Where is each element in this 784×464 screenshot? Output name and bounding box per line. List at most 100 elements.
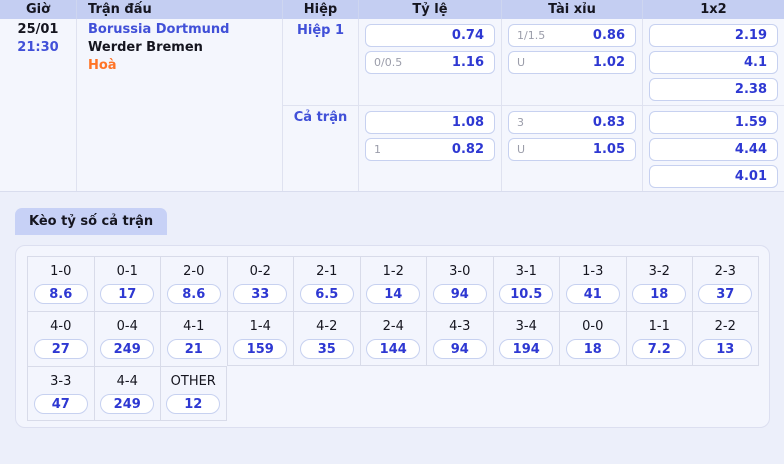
score-odds-button[interactable]: 14: [366, 284, 421, 304]
score-odds-button[interactable]: 10.5: [499, 284, 554, 304]
score-cell: 2-3 37: [692, 256, 759, 311]
score-cell: 3-4 194: [492, 311, 559, 366]
odds-box[interactable]: 1.08: [365, 111, 495, 134]
odds-box[interactable]: 2.19: [649, 24, 778, 47]
score-odds-button[interactable]: 94: [432, 284, 487, 304]
score-label: 2-2: [714, 319, 736, 334]
odds-box[interactable]: 1.59: [649, 111, 778, 134]
score-odds-button[interactable]: 7.2: [632, 339, 687, 359]
score-cell: 4-0 27: [27, 311, 94, 366]
score-odds-button[interactable]: 47: [33, 394, 88, 414]
score-odds-button[interactable]: 35: [299, 339, 354, 359]
score-odds-button[interactable]: 41: [565, 284, 620, 304]
score-label: 2-1: [316, 264, 338, 279]
score-odds-button[interactable]: 94: [432, 339, 487, 359]
score-odds-button[interactable]: 12: [166, 394, 221, 414]
away-team-name: Werder Bremen: [88, 40, 203, 55]
odds-box[interactable]: 1/1.5 0.86: [508, 24, 636, 47]
score-odds-button[interactable]: 13: [698, 339, 753, 359]
section-label-full-time: Cả trận: [283, 105, 359, 191]
handicap-odds-full-time: 1.08 1 0.82: [359, 105, 502, 191]
draw-label: Hoà: [88, 58, 117, 73]
home-team-link[interactable]: Borussia Dortmund: [88, 22, 230, 37]
score-cell: 3-3 47: [27, 366, 94, 421]
score-label: 1-3: [582, 264, 604, 279]
score-odds-button[interactable]: 159: [233, 339, 288, 359]
score-label: 1-1: [648, 319, 670, 334]
odds-value: 4.01: [734, 169, 767, 184]
score-odds-button[interactable]: 27: [33, 339, 88, 359]
score-label: 0-1: [116, 264, 138, 279]
handicap-line-label: U: [517, 143, 526, 156]
score-cell: 1-1 7.2: [625, 311, 692, 366]
correct-score-panel: 1-0 8.6 0-1 17 2-0 8.6 0-2 33 2-1 6.5 1-2 14 3-0 94 3-…: [15, 245, 770, 428]
handicap-line-label: U: [517, 56, 526, 69]
score-label: 4-3: [449, 319, 471, 334]
score-odds-button[interactable]: 21: [166, 339, 221, 359]
score-cell: 2-2 13: [692, 311, 759, 366]
odds-value: 2.19: [734, 28, 767, 43]
match-time-cell: 25/01 21:30: [0, 19, 77, 191]
odds-value: 1.05: [592, 142, 625, 157]
odds-box[interactable]: 3 0.83: [508, 111, 636, 134]
score-cell: 1-2 14: [359, 256, 426, 311]
score-cell: 0-2 33: [226, 256, 293, 311]
score-odds-button[interactable]: 33: [233, 284, 288, 304]
1x2-odds-full-time: 1.59 4.44 4.01: [643, 105, 784, 191]
handicap-line-label: 0/0.5: [374, 56, 403, 69]
score-label: 2-4: [382, 319, 404, 334]
score-cell: 0-4 249: [93, 311, 160, 366]
handicap-line-label: 3: [517, 116, 524, 129]
column-header-1x2: 1x2: [700, 2, 727, 17]
score-odds-button[interactable]: 194: [499, 339, 554, 359]
odds-box[interactable]: 4.1: [649, 51, 778, 74]
score-odds-button[interactable]: 17: [100, 284, 155, 304]
score-odds-button[interactable]: 249: [100, 339, 155, 359]
odds-box[interactable]: 4.44: [649, 138, 778, 161]
score-odds-button[interactable]: 144: [366, 339, 421, 359]
handicap-line-label: 1/1.5: [517, 29, 546, 42]
column-header-match: Trận đấu: [77, 0, 283, 19]
score-label: 4-0: [50, 319, 72, 334]
1x2-odds-first-half: 2.19 4.1 2.38: [643, 19, 784, 105]
score-label: 3-1: [515, 264, 537, 279]
score-odds-button[interactable]: 18: [632, 284, 687, 304]
tab-correct-score-full-time[interactable]: Kèo tỷ số cả trận: [15, 208, 168, 235]
match-date: 25/01: [17, 22, 59, 37]
odds-value: 0.86: [592, 28, 625, 43]
handicap-line-label: 1: [374, 143, 381, 156]
odds-value: 2.38: [734, 82, 767, 97]
score-odds-button[interactable]: 18: [565, 339, 620, 359]
odds-value: 1.59: [734, 115, 767, 130]
odds-box[interactable]: 0.74: [365, 24, 495, 47]
score-cell: 3-0 94: [426, 256, 493, 311]
score-label: 0-4: [116, 319, 138, 334]
score-cell: 3-1 10.5: [492, 256, 559, 311]
score-label: 0-2: [249, 264, 271, 279]
score-cell: 3-2 18: [625, 256, 692, 311]
score-odds-button[interactable]: 249: [100, 394, 155, 414]
score-odds-button[interactable]: 8.6: [33, 284, 88, 304]
odds-box[interactable]: 1 0.82: [365, 138, 495, 161]
score-cell: 1-4 159: [226, 311, 293, 366]
score-label: 3-2: [648, 264, 670, 279]
score-label: 1-4: [249, 319, 271, 334]
score-label: 2-0: [183, 264, 205, 279]
score-label: 3-0: [449, 264, 471, 279]
odds-box[interactable]: U 1.05: [508, 138, 636, 161]
odds-value: 1.08: [451, 115, 484, 130]
odds-box[interactable]: 4.01: [649, 165, 778, 188]
score-odds-button[interactable]: 37: [698, 284, 753, 304]
score-odds-button[interactable]: 8.6: [166, 284, 221, 304]
score-label: OTHER: [170, 374, 216, 389]
odds-box[interactable]: 0/0.5 1.16: [365, 51, 495, 74]
odds-value: 1.02: [592, 55, 625, 70]
score-odds-button[interactable]: 6.5: [299, 284, 354, 304]
odds-value: 4.44: [734, 142, 767, 157]
score-label: 1-0: [50, 264, 72, 279]
column-header-handicap: Tỷ lệ: [359, 0, 502, 19]
odds-box[interactable]: U 1.02: [508, 51, 636, 74]
odds-value: 0.83: [592, 115, 625, 130]
odds-value: 1.16: [451, 55, 484, 70]
odds-box[interactable]: 2.38: [649, 78, 778, 101]
